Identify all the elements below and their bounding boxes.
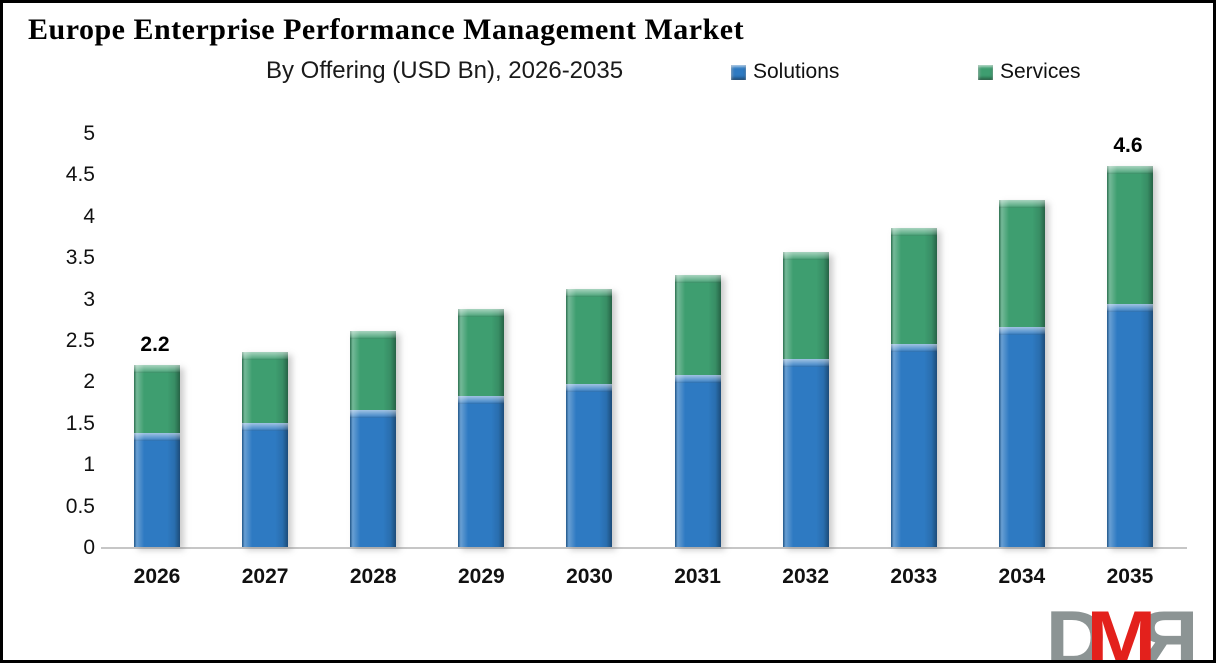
solutions-segment <box>350 410 397 547</box>
x-axis-label-2031: 2031 <box>674 565 721 588</box>
solutions-segment-bevel <box>134 432 180 547</box>
stacked-bar-2029[interactable] <box>458 308 505 547</box>
solutions-segment-bevel <box>566 383 613 547</box>
services-segment <box>1106 166 1153 304</box>
solutions-segment-bevel <box>782 359 829 547</box>
x-axis-label-2033: 2033 <box>890 565 938 588</box>
services-segment <box>998 200 1045 327</box>
services-segment <box>890 228 937 345</box>
y-axis-tick-label: 0 <box>83 536 95 559</box>
solutions-segment-bevel <box>674 374 721 547</box>
solutions-segment-bevel <box>350 410 397 547</box>
dmr-logo-letter-D: D <box>1045 594 1107 663</box>
data-label-2026: 2.2 <box>140 332 170 356</box>
dmr-logo-letter-M: M <box>1086 594 1156 663</box>
solutions-segment <box>458 396 505 547</box>
solutions-segment-bevel <box>1106 303 1153 547</box>
data-label-2035: 4.6 <box>1113 134 1143 158</box>
solutions-segment <box>134 432 180 547</box>
solutions-segment <box>566 383 613 547</box>
solutions-segment <box>782 359 829 547</box>
solutions-segment <box>674 374 721 547</box>
y-axis-tick-label: 0.5 <box>65 494 95 518</box>
services-segment-bevel <box>242 351 289 423</box>
y-axis-tick-label: 2 <box>83 370 95 394</box>
solutions-segment <box>890 344 937 547</box>
stacked-bar-2028[interactable] <box>350 330 397 547</box>
solutions-segment-bevel <box>890 344 937 547</box>
y-axis-tick-label: 1 <box>83 453 95 477</box>
services-segment-bevel <box>566 289 613 384</box>
legend-item-solutions: Solutions <box>731 60 839 84</box>
x-axis-label-2028: 2028 <box>349 565 397 588</box>
x-axis-line <box>101 547 1187 549</box>
solutions-segment-bevel <box>242 422 289 547</box>
services-segment-bevel <box>890 228 937 345</box>
x-axis-label-2027: 2027 <box>241 565 289 588</box>
y-axis-tick-label: 3.5 <box>65 246 95 270</box>
legend-swatch-icon <box>731 64 746 80</box>
legend-label: Services <box>1000 60 1081 83</box>
solutions-segment <box>1106 303 1153 547</box>
services-segment-bevel <box>134 364 180 433</box>
y-axis-tick-label: 3 <box>83 287 95 311</box>
services-segment-bevel <box>998 200 1045 327</box>
solutions-segment-bevel <box>998 326 1045 547</box>
stacked-bar-2034[interactable] <box>998 200 1045 547</box>
services-segment <box>350 330 397 411</box>
x-axis-label-2029: 2029 <box>457 565 505 588</box>
stacked-bar-2026[interactable] <box>134 364 180 547</box>
stacked-bar-2033[interactable] <box>890 228 937 547</box>
services-segment <box>458 308 505 397</box>
y-axis-tick-label: 5 <box>83 122 95 145</box>
services-segment-bevel <box>350 330 397 411</box>
services-segment-bevel <box>674 275 721 375</box>
legend-swatch-icon <box>978 64 993 80</box>
services-segment-bevel <box>1106 166 1153 304</box>
x-axis-label-2034: 2034 <box>998 565 1046 588</box>
stacked-bar-2035[interactable] <box>1106 166 1153 547</box>
legend-item-services: Services <box>978 60 1081 84</box>
services-segment <box>566 289 613 384</box>
stacked-bar-2032[interactable] <box>782 252 829 547</box>
services-segment <box>674 275 721 375</box>
x-axis-label-2035: 2035 <box>1106 565 1154 588</box>
y-axis-tick-label: 2.5 <box>65 329 95 352</box>
services-segment <box>782 252 829 360</box>
chart-subtitle: By Offering (USD Bn), 2026-2035 <box>266 57 624 84</box>
solutions-segment-bevel <box>458 396 505 547</box>
services-segment-bevel <box>782 252 829 360</box>
solutions-segment <box>998 326 1045 547</box>
stacked-bar-2030[interactable] <box>566 289 613 547</box>
solutions-segment <box>242 422 289 547</box>
services-segment <box>134 364 180 433</box>
x-axis-label-2030: 2030 <box>566 565 613 588</box>
stacked-bar-2031[interactable] <box>674 275 721 547</box>
chart-title: Europe Enterprise Performance Management… <box>28 13 745 46</box>
y-axis-tick-label: 4 <box>83 204 95 228</box>
y-axis-tick-label: 1.5 <box>65 411 95 435</box>
stacked-bar-2027[interactable] <box>242 351 289 547</box>
legend: Solutions Services <box>3 60 1213 86</box>
services-segment-bevel <box>458 308 505 397</box>
x-axis-label-2026: 2026 <box>133 565 181 588</box>
legend-label: Solutions <box>753 60 840 83</box>
services-segment <box>242 351 289 423</box>
y-axis-tick-label: 4.5 <box>65 163 95 187</box>
x-axis-label-2032: 2032 <box>782 565 830 588</box>
